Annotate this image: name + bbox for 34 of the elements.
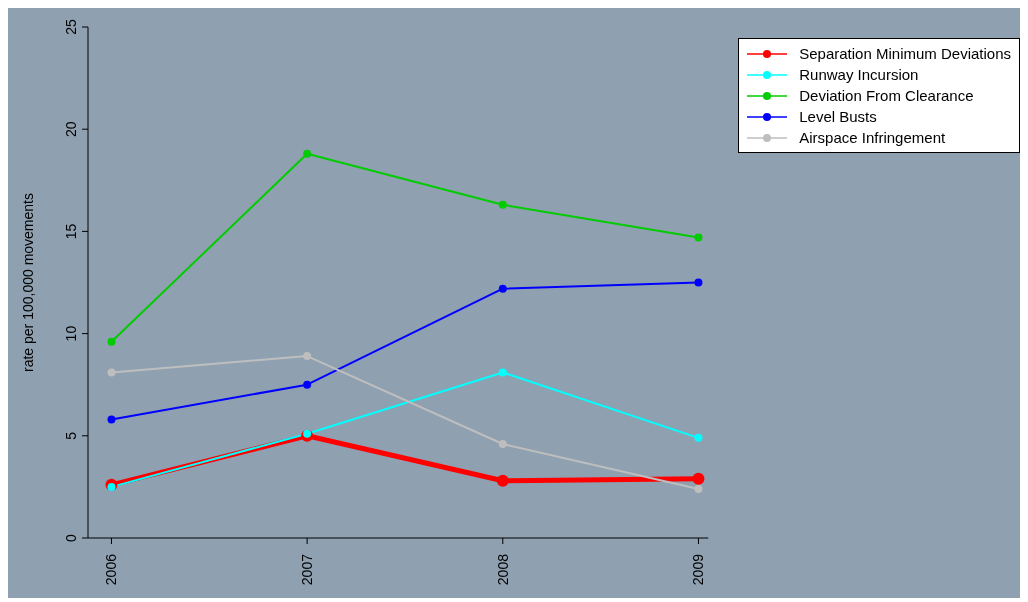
legend-label: Airspace Infringement [799,129,946,146]
point [303,352,312,361]
point [694,484,703,493]
point [694,233,703,242]
y-tick-label: 0 [63,533,79,542]
y-tick-label: 25 [63,19,79,35]
y-tick-label: 5 [63,431,79,440]
point [303,429,312,438]
legend-label: Deviation From Clearance [799,87,974,104]
y-axis-title: rate per 100,000 movements [19,193,36,372]
x-tick-label: 2008 [494,553,511,586]
x-tick-label: 2006 [103,553,120,586]
legend-label: Level Busts [799,108,877,125]
y-tick-label: 10 [63,325,79,342]
point [694,278,703,287]
point [303,380,312,389]
point [107,482,116,491]
legend-label: Separation Minimum Deviations [799,45,1011,62]
x-tick-label: 2007 [299,553,316,586]
point [498,284,507,293]
point [498,439,507,448]
y-tick-label: 20 [63,121,79,137]
point [694,433,703,442]
point [692,472,705,485]
x-tick-label: 2009 [690,553,707,586]
y-tick-label: 15 [63,223,79,240]
point [303,149,312,158]
point [498,200,507,209]
legend-label: Runway Incursion [799,66,919,83]
point [107,415,116,424]
point [498,368,507,377]
point [107,337,116,346]
point [496,474,509,487]
point [107,368,116,377]
